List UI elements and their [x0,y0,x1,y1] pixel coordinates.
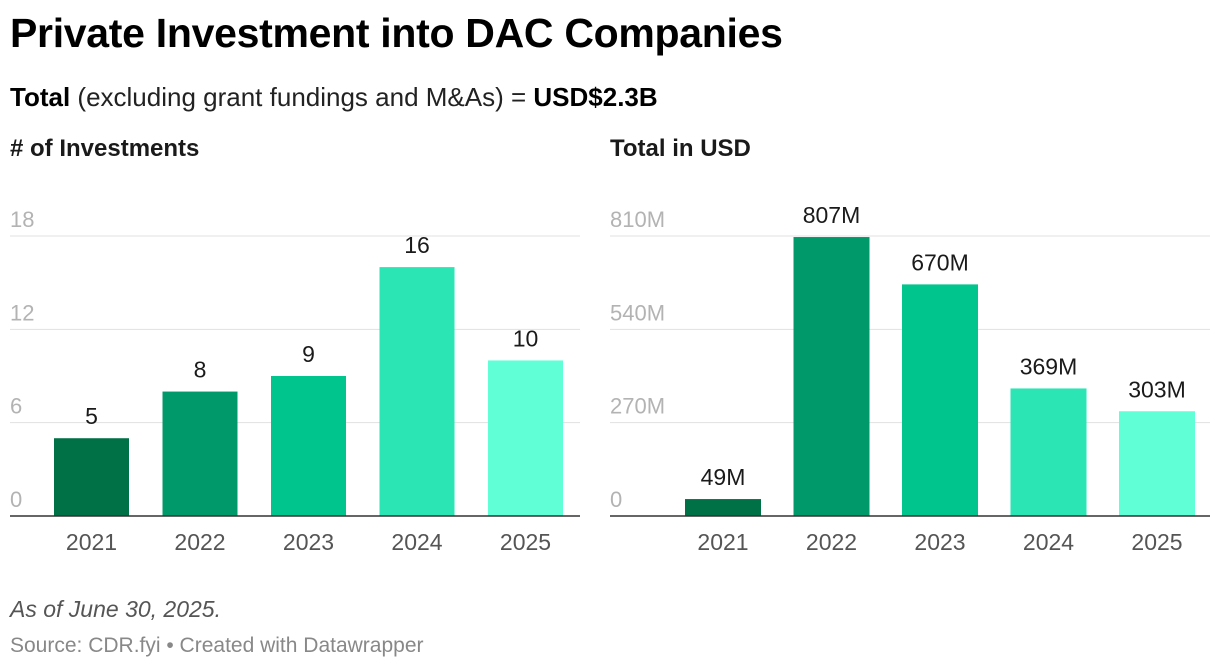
x-tick-label: 2021 [697,529,748,555]
value-label: 8 [194,357,207,383]
y-tick-label: 0 [10,487,22,512]
bar-2024 [379,267,455,516]
y-tick-label: 12 [10,300,34,325]
bar-2023 [902,284,978,516]
bar-2023 [271,376,346,516]
investments-count-chart: 0 6 12 18 5 2021 8 2022 9 2023 16 2024 10 2025 [10,207,580,555]
bar-2024 [1010,388,1087,516]
value-label: 10 [513,325,539,351]
x-tick-label: 2022 [806,529,857,555]
x-tick-label: 2023 [283,529,334,555]
value-label: 9 [302,341,315,367]
left-chart-heading: # of Investments [10,135,200,162]
x-tick-label: 2022 [174,529,225,555]
x-tick-label: 2023 [914,529,965,555]
y-tick-label: 18 [10,207,34,232]
value-label: 303M [1128,376,1186,402]
bar-2025 [488,360,563,516]
bar-2022 [793,237,870,516]
chart-title: Private Investment into DAC Companies [10,10,783,56]
bar-2022 [162,391,238,516]
investments-usd-chart: 0 270M 540M 810M 49M 2021 807M 2022 670M 2023 369M… [610,202,1210,555]
value-label: 5 [85,403,98,429]
y-tick-label: 270M [610,394,665,419]
chart-subtitle: Total (excluding grant fundings and M&As… [10,82,658,113]
value-label: 49M [701,464,746,490]
x-tick-label: 2025 [500,529,551,555]
value-label: 670M [911,249,969,275]
value-label: 16 [404,232,430,258]
bar-2025 [1119,411,1195,516]
source-credit: Source: CDR.fyi • Created with Datawrapp… [10,634,424,657]
x-tick-label: 2025 [1131,529,1182,555]
subtitle-lead: Total [10,82,71,112]
y-tick-label: 6 [10,394,22,419]
y-tick-label: 0 [610,487,622,512]
bar-2021 [54,438,129,516]
y-tick-label: 540M [610,300,665,325]
value-label: 807M [803,202,861,228]
x-tick-label: 2021 [66,529,117,555]
x-tick-label: 2024 [1023,529,1074,555]
footnote: As of June 30, 2025. [10,596,221,622]
x-tick-label: 2024 [391,529,442,555]
value-label: 369M [1020,353,1078,379]
bar-2021 [685,499,761,516]
y-tick-label: 810M [610,207,665,232]
subtitle-total: USD$2.3B [533,82,658,112]
right-chart-heading: Total in USD [610,135,751,162]
subtitle-middle: (excluding grant fundings and M&As) = [70,82,534,112]
